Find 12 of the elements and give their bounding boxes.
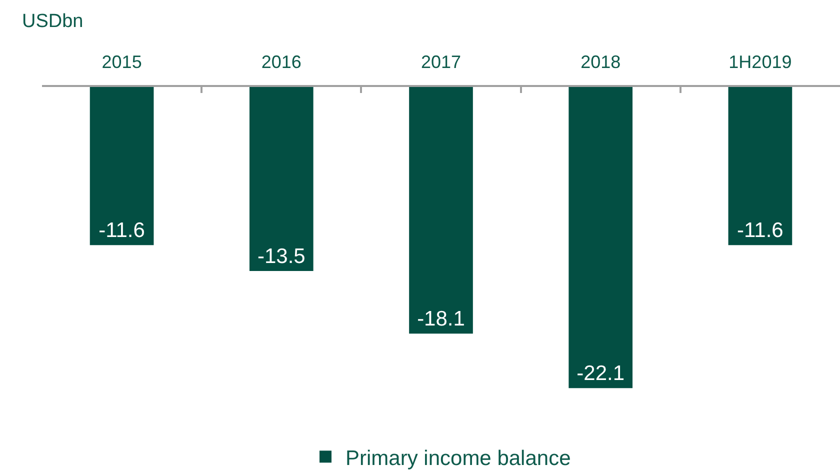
x-tick-label: 1H2019 [728,52,792,72]
x-tick-label: 2016 [261,52,302,72]
data-label: -18.1 [417,308,465,331]
data-label: -13.5 [257,244,306,268]
data-label: -11.6 [737,219,784,242]
x-tick-label: 2015 [102,52,142,72]
data-label: -22.1 [576,362,625,386]
x-tick-label: 2017 [420,52,462,72]
x-tick-label: 2018 [580,52,621,72]
data-label: -11.6 [98,219,145,242]
y-axis-title: USDbn [22,11,84,32]
legend-label: Primary income balance [346,446,571,470]
